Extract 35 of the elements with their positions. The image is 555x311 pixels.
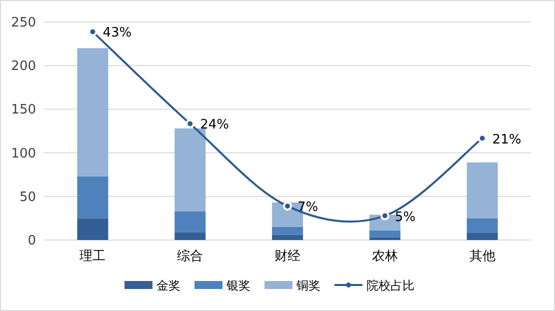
bar xyxy=(77,176,108,218)
bar xyxy=(466,218,498,234)
y-tick-label: 50 xyxy=(19,190,36,205)
x-tick-label: 综合 xyxy=(177,249,204,264)
data-label: 24% xyxy=(200,118,230,133)
x-tick-label: 财经 xyxy=(274,249,300,264)
bar xyxy=(369,237,400,240)
x-tick-label: 农林 xyxy=(372,249,398,264)
data-label: 21% xyxy=(492,132,522,148)
y-tick-label: 250 xyxy=(11,16,36,30)
bar xyxy=(272,234,303,240)
y-tick-label: 100 xyxy=(11,146,36,162)
legend-label: 铜奖 xyxy=(296,278,320,292)
point xyxy=(186,119,195,128)
x-tick-label: 其他 xyxy=(469,249,496,264)
bar xyxy=(369,230,400,238)
data-label: 7% xyxy=(298,200,318,216)
legend-label: 院校占比 xyxy=(366,278,414,292)
bar xyxy=(174,232,206,240)
legend-label: 银奖 xyxy=(226,278,250,292)
y-tick-label: 150 xyxy=(11,102,36,118)
bar xyxy=(77,48,108,176)
bar xyxy=(466,233,498,240)
bar xyxy=(272,226,303,235)
bar xyxy=(174,128,206,212)
point xyxy=(283,202,292,211)
y-tick-label: 200 xyxy=(11,59,36,74)
data-label: 43% xyxy=(102,26,132,41)
legend-label: 金奖 xyxy=(156,278,180,292)
x-tick-label: 理工 xyxy=(80,249,106,264)
y-tick-label: 0 xyxy=(28,234,36,248)
data-label: 5% xyxy=(394,210,416,225)
bar xyxy=(466,162,498,218)
bar xyxy=(174,211,206,232)
bar xyxy=(77,218,108,240)
